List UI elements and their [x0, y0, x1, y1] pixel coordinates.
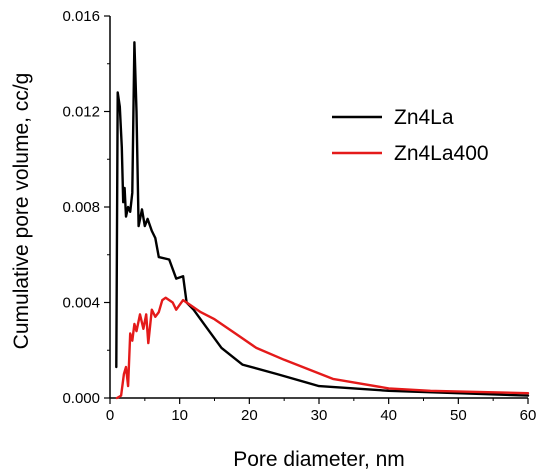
legend-label-zn4la: Zn4La [394, 106, 454, 129]
x-tick-label: 20 [241, 407, 258, 424]
legend: Zn4La Zn4La400 [332, 106, 489, 165]
y-tick-label: 0.008 [62, 199, 100, 216]
series-group [115, 41, 530, 400]
x-tick-label: 60 [520, 407, 537, 424]
y-tick-label: 0.016 [62, 8, 100, 25]
x-tick-label: 50 [450, 407, 467, 424]
y-tick-label: 0.012 [62, 104, 100, 121]
legend-label-zn4la400: Zn4La400 [394, 142, 489, 165]
series-line-zn4la400 [115, 296, 530, 400]
y-axis-title: Cumulative pore volume, cc/g [10, 73, 33, 350]
x-tick-label: 40 [380, 407, 397, 424]
x-axis-title: Pore diameter, nm [233, 448, 405, 471]
y-tick-label: 0.004 [62, 295, 100, 312]
x-tick-label: 0 [106, 407, 114, 424]
x-tick-label: 10 [171, 407, 188, 424]
y-tick-label: 0.000 [62, 390, 100, 407]
series-line-zn4la [115, 41, 530, 397]
axes: 0 10 20 30 40 50 60 0.000 0.004 0.008 0.012 0.016 [62, 8, 536, 424]
x-tick-label: 30 [311, 407, 328, 424]
